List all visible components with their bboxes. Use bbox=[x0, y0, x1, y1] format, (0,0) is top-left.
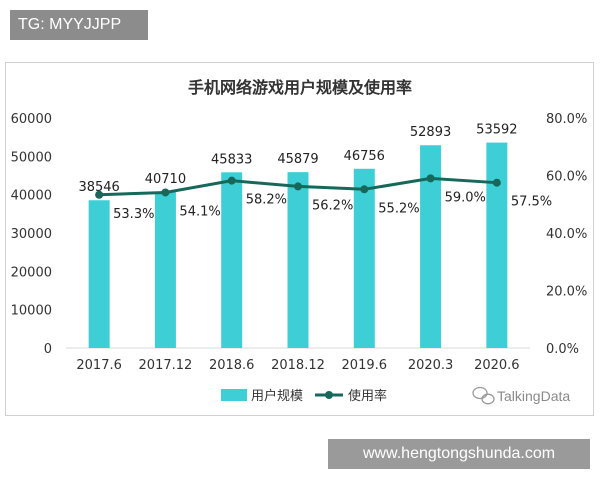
y-left-tick-label: 40000 bbox=[11, 189, 52, 204]
rate-value-label: 57.5% bbox=[511, 195, 552, 210]
legend-bar-swatch bbox=[221, 389, 247, 401]
y-right-tick-label: 60.0% bbox=[546, 170, 587, 185]
x-tick-label: 2020.6 bbox=[474, 358, 520, 373]
rate-value-label: 54.1% bbox=[179, 204, 220, 219]
legend-line-dot bbox=[325, 391, 333, 399]
bar bbox=[353, 168, 375, 348]
rate-point bbox=[294, 182, 302, 191]
legend: 用户规模 使用率 bbox=[221, 388, 387, 404]
y-axis-left: 60000 50000 40000 30000 20000 10000 0 bbox=[11, 112, 52, 357]
y-right-tick-label: 80.0% bbox=[546, 112, 587, 127]
y-left-tick-label: 0 bbox=[44, 342, 52, 357]
bar-series bbox=[88, 142, 508, 348]
tg-badge: TG: MYYJJPP bbox=[10, 10, 148, 40]
bar-value-label: 53592 bbox=[476, 123, 517, 138]
rate-point bbox=[95, 190, 104, 199]
rate-point bbox=[426, 174, 435, 183]
bar-value-label: 46756 bbox=[344, 149, 385, 164]
x-tick-label: 2018.6 bbox=[209, 358, 255, 373]
legend-bar-label: 用户规模 bbox=[251, 388, 303, 404]
bar bbox=[221, 172, 243, 348]
rate-point bbox=[227, 176, 236, 185]
x-tick-label: 2017.12 bbox=[139, 358, 193, 373]
rate-point bbox=[360, 185, 369, 194]
bar-value-label: 45879 bbox=[277, 152, 318, 167]
x-axis-labels: 2017.6 2017.12 2018.6 2018.12 2019.6 2020.3 20… bbox=[76, 358, 519, 373]
bar bbox=[420, 145, 442, 348]
y-right-tick-label: 0.0% bbox=[546, 342, 579, 357]
url-badge: www.hengtongshunda.com bbox=[328, 439, 590, 469]
bar-value-labels: 38546 40710 45833 45879 46756 52893 53592 bbox=[78, 123, 517, 196]
rate-value-label: 59.0% bbox=[445, 190, 486, 205]
wechat-icon bbox=[472, 386, 495, 405]
y-left-tick-label: 60000 bbox=[11, 112, 52, 127]
y-left-tick-label: 30000 bbox=[11, 227, 52, 242]
rate-value-label: 56.2% bbox=[312, 198, 353, 213]
y-right-tick-label: 40.0% bbox=[546, 227, 587, 242]
y-left-tick-label: 50000 bbox=[11, 150, 52, 165]
y-left-tick-label: 10000 bbox=[11, 304, 52, 319]
rate-point bbox=[161, 188, 170, 197]
bar-value-label: 45833 bbox=[211, 152, 252, 167]
bar-value-label: 52893 bbox=[410, 125, 451, 140]
x-tick-label: 2017.6 bbox=[76, 358, 122, 373]
bar-value-label: 38546 bbox=[78, 180, 119, 195]
rate-points bbox=[95, 174, 501, 199]
rate-value-label: 58.2% bbox=[246, 193, 287, 208]
rate-value-label: 53.3% bbox=[113, 207, 154, 222]
bar bbox=[287, 172, 309, 348]
bar bbox=[88, 200, 110, 348]
rate-value-labels: 53.3% 54.1% 58.2% 56.2% 55.2% 59.0% 57.5% bbox=[113, 190, 552, 221]
rate-point bbox=[492, 178, 501, 187]
watermark-text: TalkingData bbox=[497, 388, 570, 404]
legend-line-label: 使用率 bbox=[348, 388, 387, 404]
watermark: TalkingData bbox=[472, 386, 570, 405]
x-tick-label: 2019.6 bbox=[342, 358, 388, 373]
bar-value-label: 40710 bbox=[145, 172, 186, 187]
chart-title: 手机网络游戏用户规模及使用率 bbox=[188, 78, 412, 97]
x-tick-label: 2020.3 bbox=[408, 358, 454, 373]
rate-value-label: 55.2% bbox=[378, 201, 419, 216]
y-left-tick-label: 20000 bbox=[11, 265, 52, 280]
y-right-tick-label: 20.0% bbox=[546, 285, 587, 300]
x-tick-label: 2018.12 bbox=[271, 358, 325, 373]
y-axis-right: 80.0% 60.0% 40.0% 20.0% 0.0% bbox=[546, 112, 587, 357]
bar bbox=[154, 191, 176, 348]
bar bbox=[486, 142, 508, 348]
